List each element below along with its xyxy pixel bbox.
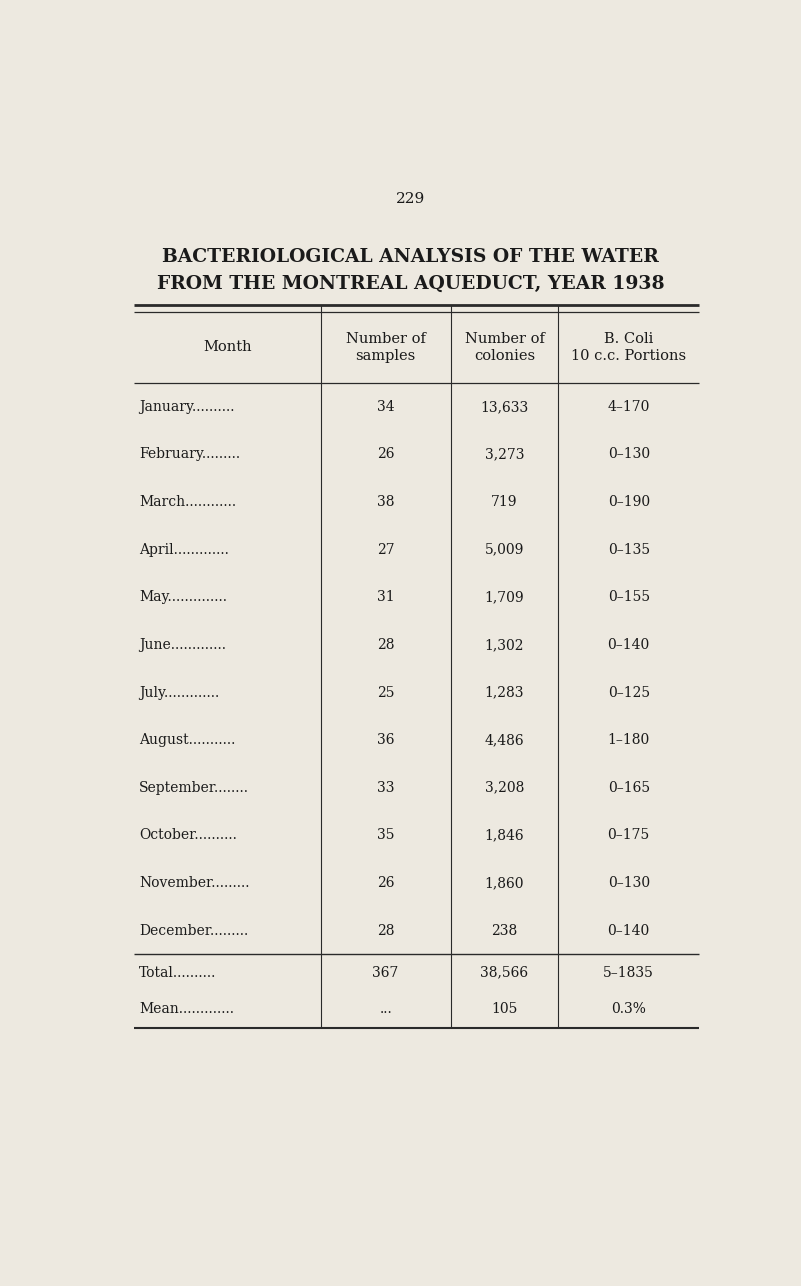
Text: 25: 25	[377, 685, 394, 700]
Text: Mean.............: Mean.............	[139, 1002, 234, 1016]
Text: 0–135: 0–135	[608, 543, 650, 557]
Text: 5,009: 5,009	[485, 543, 524, 557]
Text: August...........: August...........	[139, 733, 235, 747]
Text: Number of
colonies: Number of colonies	[465, 332, 545, 363]
Text: 38,566: 38,566	[481, 966, 529, 980]
Text: 1,860: 1,860	[485, 876, 525, 890]
Text: 4,486: 4,486	[485, 733, 525, 747]
Text: 36: 36	[377, 733, 394, 747]
Text: 0–140: 0–140	[608, 923, 650, 937]
Text: March............: March............	[139, 495, 236, 509]
Text: July.............: July.............	[139, 685, 219, 700]
Text: 229: 229	[396, 192, 425, 206]
Text: 0–125: 0–125	[608, 685, 650, 700]
Text: 34: 34	[376, 400, 395, 414]
Text: 3,208: 3,208	[485, 781, 524, 795]
Text: B. Coli
10 c.c. Portions: B. Coli 10 c.c. Portions	[571, 332, 686, 363]
Text: 5–1835: 5–1835	[603, 966, 654, 980]
Text: 0.3%: 0.3%	[611, 1002, 646, 1016]
Text: June.............: June.............	[139, 638, 226, 652]
Text: 31: 31	[376, 590, 395, 604]
Text: BACTERIOLOGICAL ANALYSIS OF THE WATER: BACTERIOLOGICAL ANALYSIS OF THE WATER	[162, 248, 659, 266]
Text: 0–165: 0–165	[608, 781, 650, 795]
Text: 28: 28	[377, 923, 394, 937]
Text: November.........: November.........	[139, 876, 250, 890]
Text: 238: 238	[492, 923, 517, 937]
Text: 0–130: 0–130	[608, 448, 650, 462]
Text: 35: 35	[377, 828, 394, 842]
Text: 13,633: 13,633	[481, 400, 529, 414]
Text: 28: 28	[377, 638, 394, 652]
Text: 1,709: 1,709	[485, 590, 525, 604]
Text: 1,846: 1,846	[485, 828, 525, 842]
Text: January..........: January..........	[139, 400, 235, 414]
Text: 1,302: 1,302	[485, 638, 525, 652]
Text: Number of
samples: Number of samples	[346, 332, 425, 363]
Text: 105: 105	[491, 1002, 517, 1016]
Text: February.........: February.........	[139, 448, 240, 462]
Text: 0–190: 0–190	[608, 495, 650, 509]
Text: October..........: October..........	[139, 828, 237, 842]
Text: 1,283: 1,283	[485, 685, 525, 700]
Text: 33: 33	[377, 781, 394, 795]
Text: Month: Month	[203, 341, 252, 355]
Text: 38: 38	[377, 495, 394, 509]
Text: December.........: December.........	[139, 923, 248, 937]
Text: September........: September........	[139, 781, 249, 795]
Text: 26: 26	[377, 876, 394, 890]
Text: 3,273: 3,273	[485, 448, 525, 462]
Text: 719: 719	[491, 495, 517, 509]
Text: 0–130: 0–130	[608, 876, 650, 890]
Text: 0–140: 0–140	[608, 638, 650, 652]
Text: April.............: April.............	[139, 543, 229, 557]
Text: 367: 367	[372, 966, 399, 980]
Text: ...: ...	[380, 1002, 392, 1016]
Text: 4–170: 4–170	[607, 400, 650, 414]
Text: 26: 26	[377, 448, 394, 462]
Text: 27: 27	[376, 543, 395, 557]
Text: FROM THE MONTREAL AQUEDUCT, YEAR 1938: FROM THE MONTREAL AQUEDUCT, YEAR 1938	[157, 275, 664, 293]
Text: 0–155: 0–155	[608, 590, 650, 604]
Text: 1–180: 1–180	[608, 733, 650, 747]
Text: 0–175: 0–175	[608, 828, 650, 842]
Text: May..............: May..............	[139, 590, 227, 604]
Text: Total..........: Total..........	[139, 966, 216, 980]
